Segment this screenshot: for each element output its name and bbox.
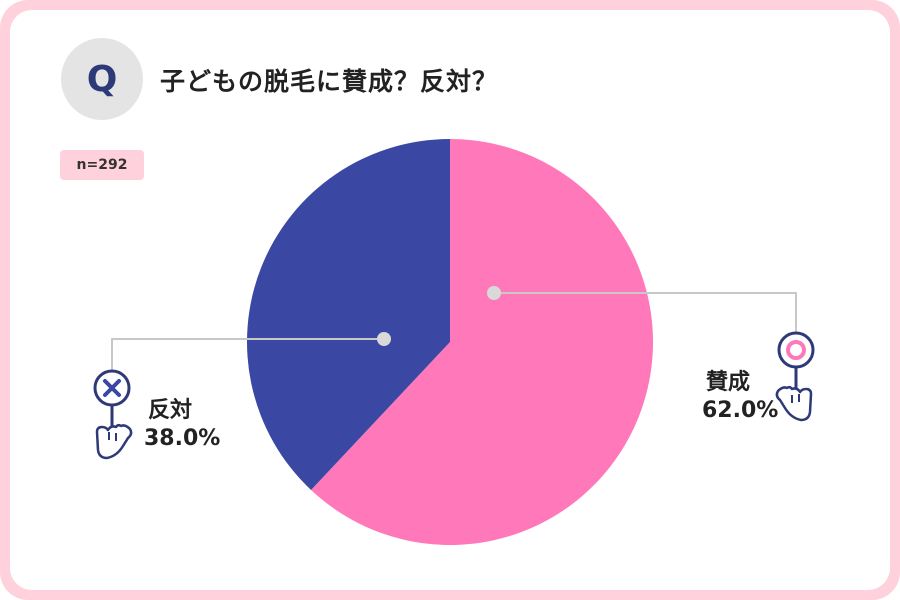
pie-slice-disagree xyxy=(246,139,450,490)
cross-sign-hand-icon xyxy=(93,369,133,460)
slice-value-disagree: 38.0% xyxy=(144,426,221,451)
slice-value-agree: 62.0% xyxy=(702,398,779,423)
circle-sign-hand-icon xyxy=(775,331,815,422)
leader-dot-agree xyxy=(487,286,501,300)
leader-line-agree xyxy=(494,292,797,333)
slice-label-disagree: 反対 xyxy=(148,398,193,423)
question-title: 子どもの脱毛に賛成？反対？ xyxy=(160,67,499,96)
sample-size-badge: n=292 xyxy=(60,150,144,180)
slice-label-agree: 賛成 xyxy=(706,370,751,395)
leader-dot-disagree xyxy=(377,332,391,346)
question-badge: Q xyxy=(61,38,143,120)
pie-slice-agree xyxy=(311,139,653,545)
leader-line-disagree xyxy=(111,338,384,371)
